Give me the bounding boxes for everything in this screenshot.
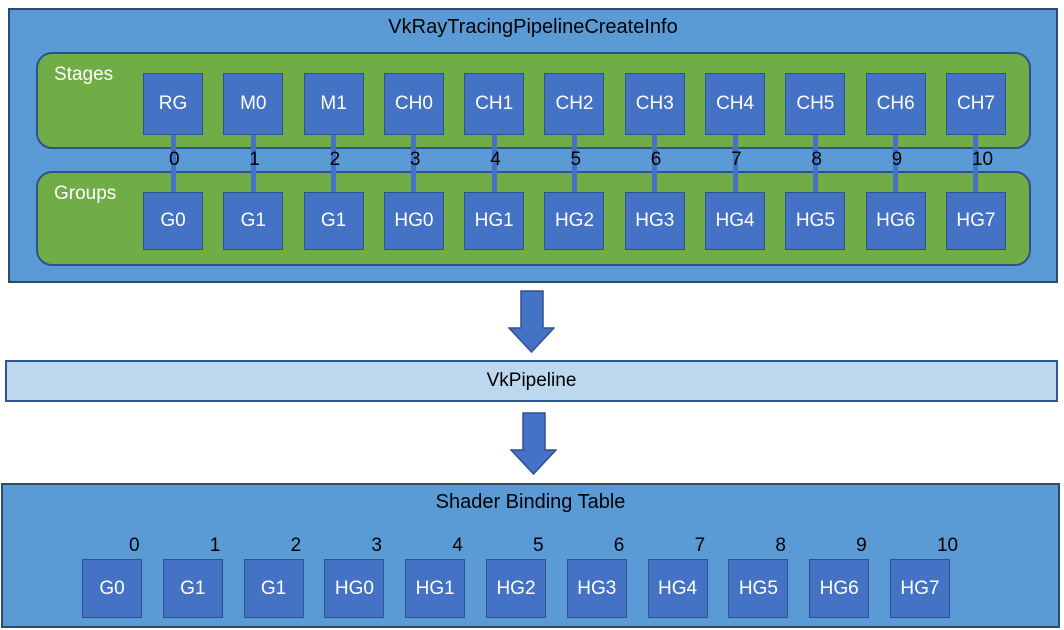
connector-slot [143, 135, 203, 192]
pipeline-bar: VkPipeline [5, 360, 1058, 402]
sbt-entry-cell: HG3 [566, 559, 627, 618]
down-arrow-icon [508, 290, 555, 353]
group-cell: HG5 [785, 192, 846, 250]
stage-cell: CH4 [705, 73, 766, 135]
sbt-index-label: 7 [694, 535, 706, 556]
index-slot: 3 [324, 535, 384, 556]
group-cell: HG3 [624, 192, 685, 250]
connector-line [170, 135, 176, 192]
group-cell: HG1 [464, 192, 525, 250]
connector-line [893, 135, 899, 192]
sbt-entry-cell: HG7 [889, 559, 950, 618]
stage-cell: CH0 [383, 73, 444, 135]
groups-label: Groups [54, 183, 117, 204]
connector-line [732, 135, 738, 192]
create-info-title: VkRayTracingPipelineCreateInfo [388, 16, 678, 38]
sbt-entry-cell: G1 [243, 559, 304, 618]
connector-line [491, 135, 497, 192]
stage-cell: CH3 [624, 73, 685, 135]
connector-slot [866, 135, 926, 192]
stages-row: RG M0 M1 CH0 CH1 CH2 CH3 CH4 CH5 CH6 CH7 [143, 73, 1006, 135]
group-cell: HG7 [945, 192, 1006, 250]
index-slot: 1 [163, 535, 223, 556]
stage-cell: M1 [303, 73, 364, 135]
stage-group-connectors [143, 135, 1006, 192]
index-slot: 5 [486, 535, 546, 556]
sbt-index-label: 1 [209, 535, 221, 556]
sbt-index-label: 0 [129, 535, 140, 556]
sbt-index-label: 4 [452, 535, 463, 556]
sbt-title: Shader Binding Table [435, 491, 626, 513]
connector-slot [304, 135, 364, 192]
sbt-index-row: 0 1 2 3 4 5 6 7 8 9 10 [82, 535, 958, 556]
sbt-entries-row: G0 G1 G1 HG0 HG1 HG2 HG3 HG4 HG5 HG6 HG7 [82, 559, 950, 618]
sbt-entry-cell: HG0 [324, 559, 385, 618]
stage-cell: CH1 [464, 73, 525, 135]
index-slot: 9 [809, 535, 869, 556]
stage-cell: RG [143, 73, 203, 135]
index-slot: 10 [890, 535, 958, 556]
index-slot: 8 [728, 535, 788, 556]
sbt-entry-cell: HG2 [485, 559, 546, 618]
connector-slot [464, 135, 524, 192]
connector-line [652, 135, 658, 192]
connector-slot [705, 135, 765, 192]
connector-line [250, 135, 256, 192]
connector-line [973, 135, 979, 192]
sbt-entry-cell: G1 [162, 559, 223, 618]
sbt-entry-cell: HG4 [647, 559, 708, 618]
group-cell: G1 [223, 192, 284, 250]
sbt-index-label: 9 [856, 535, 867, 556]
group-cell: G0 [143, 192, 203, 250]
create-info-box: VkRayTracingPipelineCreateInfo Stages Gr… [8, 8, 1058, 283]
shader-binding-table-box: Shader Binding Table 0 1 2 3 4 5 6 7 8 9… [1, 483, 1060, 628]
connector-line [812, 135, 818, 192]
connector-line [571, 135, 577, 192]
sbt-index-label: 3 [371, 535, 382, 556]
sbt-entry-cell: HG5 [728, 559, 789, 618]
index-slot: 6 [567, 535, 627, 556]
index-slot: 4 [405, 535, 465, 556]
sbt-index-label: 10 [936, 535, 959, 556]
down-arrow-icon [510, 412, 557, 475]
connector-line [411, 135, 417, 192]
connector-line [331, 135, 337, 192]
group-cell: HG2 [544, 192, 605, 250]
sbt-index-label: 6 [613, 535, 625, 556]
group-cell: HG6 [865, 192, 926, 250]
sbt-entry-cell: G0 [82, 559, 142, 618]
pipeline-title: VkPipeline [486, 370, 577, 391]
index-slot: 2 [244, 535, 304, 556]
stage-cell: CH7 [945, 73, 1006, 135]
connector-slot [544, 135, 604, 192]
sbt-entry-cell: HG1 [405, 559, 466, 618]
groups-row: G0 G1 G1 HG0 HG1 HG2 HG3 HG4 HG5 HG6 HG7 [143, 192, 1006, 250]
sbt-index-label: 5 [532, 535, 544, 556]
sbt-index-label: 8 [775, 535, 786, 556]
connector-slot [946, 135, 1006, 192]
stages-label: Stages [54, 64, 114, 85]
sbt-entry-cell: HG6 [809, 559, 870, 618]
group-cell: G1 [303, 192, 364, 250]
sbt-index-label: 2 [290, 535, 302, 556]
index-slot: 0 [82, 535, 142, 556]
connector-slot [785, 135, 845, 192]
group-cell: HG4 [705, 192, 766, 250]
connector-slot [223, 135, 283, 192]
connector-slot [384, 135, 444, 192]
group-cell: HG0 [383, 192, 444, 250]
stage-cell: CH2 [544, 73, 605, 135]
stage-cell: CH5 [785, 73, 846, 135]
index-slot: 7 [648, 535, 708, 556]
connector-slot [625, 135, 685, 192]
stage-cell: M0 [223, 73, 284, 135]
stage-cell: CH6 [865, 73, 926, 135]
